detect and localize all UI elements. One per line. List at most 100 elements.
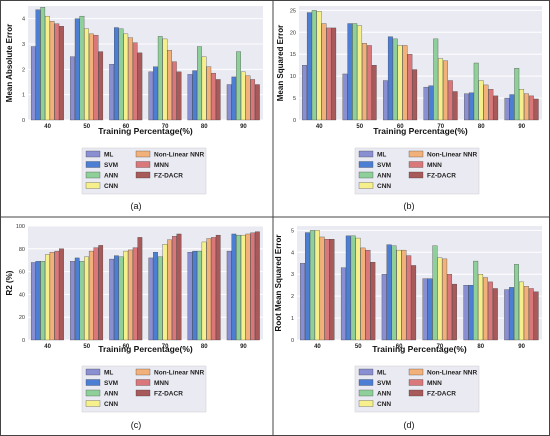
plot-background (28, 6, 263, 120)
legend-swatch (358, 171, 374, 179)
bar (35, 9, 41, 121)
x-tick-label: 40 (314, 344, 321, 350)
bar (321, 23, 327, 121)
bar (157, 256, 163, 341)
bar (428, 85, 434, 121)
panel-3: 0 20 40 60 80 100 40 50 60 70 80 90 Training Percent… (5, 224, 263, 430)
y-axis-label: Mean Absolute Error (5, 24, 14, 102)
bar (407, 54, 413, 121)
legend-entry: SVM (104, 380, 118, 387)
bar (118, 28, 124, 121)
legend-swatch (135, 161, 151, 168)
bar (478, 274, 484, 341)
bar (452, 283, 457, 341)
bar (463, 285, 469, 341)
bar (70, 261, 75, 341)
bar (316, 11, 322, 121)
legend-entry: SVM (104, 162, 118, 169)
bar (54, 250, 60, 341)
legend-swatch (408, 171, 424, 179)
bar (157, 36, 163, 121)
panel-4: 0 1 2 3 4 5 40 50 60 70 80 90 Training Percentage(%)… (274, 226, 542, 430)
bar (226, 250, 232, 341)
bar (396, 249, 402, 341)
bar (250, 232, 256, 341)
bar (523, 286, 529, 341)
bar (350, 235, 356, 341)
y-tick-label: 5 (293, 96, 296, 102)
legend-entry: MNN (427, 380, 442, 387)
x-tick-label: 90 (240, 124, 247, 130)
bar (84, 28, 89, 121)
bar (123, 250, 129, 341)
bar (211, 237, 216, 341)
legend-swatch (408, 368, 424, 376)
bar (362, 43, 367, 121)
bar (432, 245, 438, 341)
bar (162, 38, 168, 121)
bar (423, 86, 429, 121)
x-tick-label: 70 (437, 124, 444, 130)
legend-swatch (408, 150, 424, 158)
bar (187, 252, 193, 341)
legend-entry: CNN (377, 401, 391, 408)
legend-entry: ML (104, 152, 113, 159)
legend-entry: ANN (377, 391, 391, 398)
panel-label: (c) (131, 420, 142, 430)
x-tick-label: 80 (201, 124, 208, 130)
bar (443, 60, 448, 121)
bar (245, 75, 251, 121)
bar (391, 245, 397, 341)
y-tick-label: 0 (291, 338, 294, 344)
legend-entry: ML (377, 152, 386, 159)
bar (370, 262, 376, 341)
bar (447, 80, 453, 121)
bar (401, 249, 407, 341)
bar (447, 274, 453, 341)
bar (236, 234, 241, 341)
bar (528, 95, 534, 121)
y-tick-label: 15 (290, 52, 296, 58)
y-tick-label: 20 (19, 315, 25, 321)
x-tick-label: 80 (477, 344, 484, 350)
bar (360, 247, 366, 341)
bar (464, 93, 469, 121)
x-tick-label: 70 (162, 344, 169, 350)
bar (114, 255, 119, 341)
bar (365, 249, 371, 341)
x-tick-label: 40 (44, 344, 51, 350)
bar (211, 72, 216, 121)
bar (422, 278, 428, 341)
bar (386, 244, 392, 341)
bar (255, 231, 260, 341)
bar (88, 33, 94, 121)
legend-swatch (408, 379, 424, 386)
bar (329, 239, 335, 341)
bar (514, 68, 520, 121)
bar (54, 23, 60, 121)
bar (311, 10, 317, 121)
legend-entry: Non-Linear NNR (427, 152, 478, 159)
bar (74, 257, 80, 341)
bar (59, 248, 64, 341)
bar (84, 256, 89, 341)
x-tick-label: 50 (356, 124, 363, 130)
bar (528, 288, 534, 341)
plot-background (28, 226, 263, 340)
panel-label: (b) (404, 201, 415, 211)
y-tick-label: 25 (290, 8, 296, 14)
bar (306, 12, 312, 121)
bar (493, 95, 499, 121)
bar (162, 244, 168, 341)
legend-entry: CNN (377, 183, 391, 190)
legend-swatch (135, 389, 151, 397)
bar (118, 256, 124, 341)
bar (197, 250, 202, 341)
bar (300, 263, 306, 341)
bar (236, 51, 241, 121)
bar (483, 277, 488, 341)
bar (153, 66, 158, 121)
bar (478, 80, 484, 121)
legend-swatch (85, 182, 101, 189)
